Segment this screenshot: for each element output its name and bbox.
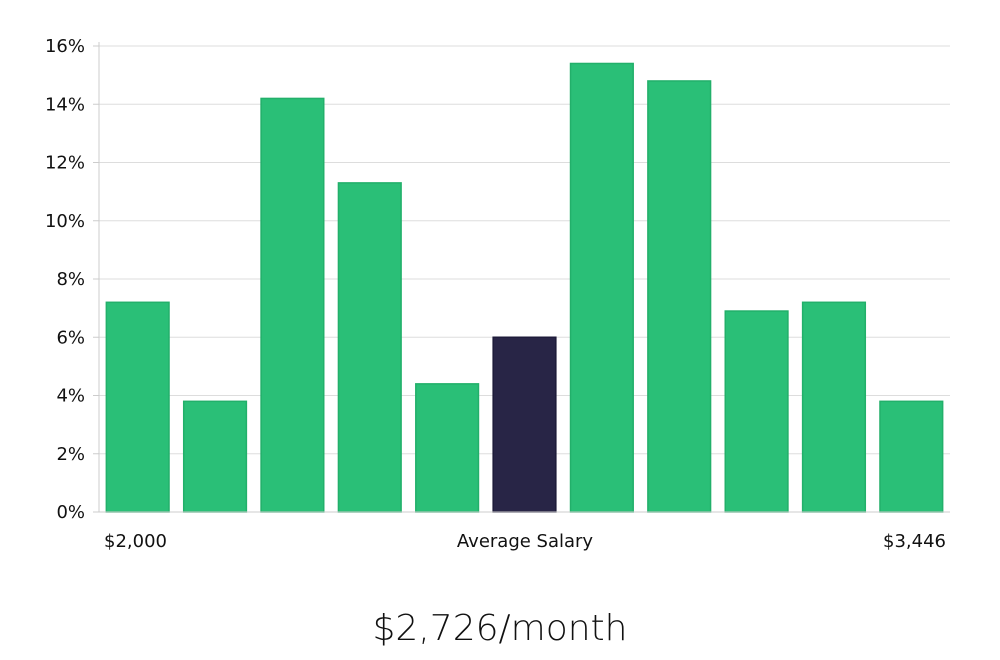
bar xyxy=(801,301,867,513)
bar xyxy=(337,182,402,513)
y-tick-label: 0% xyxy=(56,502,85,523)
x-start-label: $2,000 xyxy=(104,531,167,552)
bar xyxy=(724,310,789,513)
salary-distribution-chart: 0% 2% 4% 6% 8% 10% 12% 14% 16% $2,000 Average Sa… xyxy=(45,36,950,552)
y-tick-label: 8% xyxy=(56,269,85,290)
bar xyxy=(260,97,325,513)
bar xyxy=(182,400,248,513)
y-tick-label: 12% xyxy=(45,153,85,174)
bar xyxy=(105,301,170,513)
bar xyxy=(879,400,944,513)
x-end-label: $3,446 xyxy=(883,531,946,552)
y-tick-label: 16% xyxy=(45,36,85,57)
bar xyxy=(569,62,634,513)
y-tick-label: 4% xyxy=(56,386,85,407)
x-axis-title: Average Salary xyxy=(457,531,594,552)
bars xyxy=(105,62,944,513)
bar xyxy=(647,80,712,513)
y-tick-label: 2% xyxy=(56,444,85,465)
y-axis-ticks: 0% 2% 4% 6% 8% 10% 12% 14% 16% xyxy=(45,36,99,523)
bar-average-highlight xyxy=(492,336,557,513)
y-tick-label: 14% xyxy=(45,94,85,115)
y-tick-label: 6% xyxy=(56,327,85,348)
bar xyxy=(415,383,480,513)
average-salary-value: $2,726/month xyxy=(372,608,628,649)
y-tick-label: 10% xyxy=(45,211,85,232)
